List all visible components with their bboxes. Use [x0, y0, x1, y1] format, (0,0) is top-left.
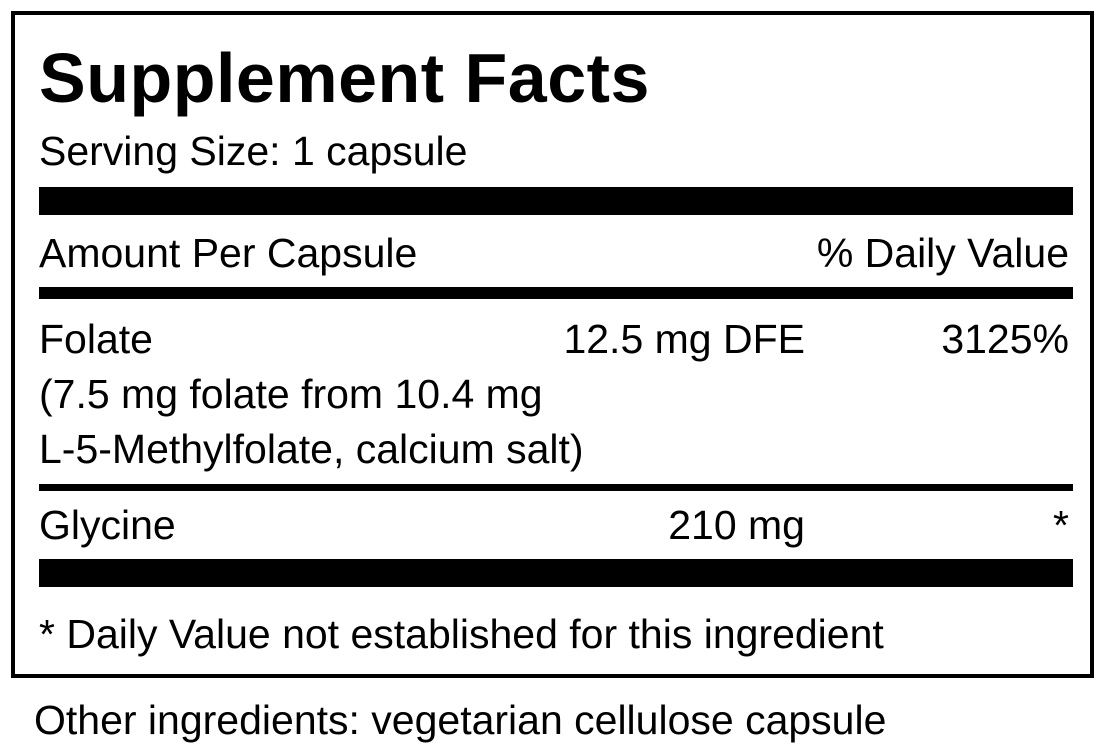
other-ingredients: Other ingredients: vegetarian cellulose … [34, 697, 887, 743]
nutrient-name: Glycine [39, 502, 176, 548]
thick-divider [39, 559, 1073, 587]
supplement-facts-panel: Supplement Facts Serving Size: 1 capsule… [11, 11, 1094, 678]
amount-header: Amount Per Capsule [39, 230, 418, 276]
footnote: * Daily Value not established for this i… [39, 611, 884, 657]
nutrient-detail: (7.5 mg folate from 10.4 mg [39, 371, 543, 417]
thin-divider [39, 484, 1073, 491]
nutrient-amount: 12.5 mg DFE [563, 316, 805, 362]
nutrient-daily-value: * [1053, 502, 1069, 548]
daily-value-header: % Daily Value [816, 230, 1069, 276]
panel-title: Supplement Facts [39, 39, 650, 117]
nutrient-detail: L-5-Methylfolate, calcium salt) [39, 426, 584, 472]
nutrient-daily-value: 3125% [941, 316, 1069, 362]
nutrient-amount: 210 mg [668, 502, 805, 548]
thick-divider [39, 187, 1073, 215]
nutrient-name: Folate [39, 316, 153, 362]
serving-size: Serving Size: 1 capsule [39, 128, 468, 174]
medium-divider [39, 287, 1073, 299]
